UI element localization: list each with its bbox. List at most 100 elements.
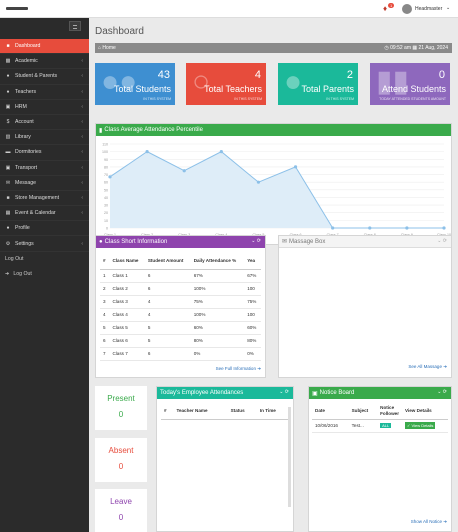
avatar[interactable] <box>402 4 412 14</box>
sidebar-item-label: Dormitories <box>15 149 42 156</box>
sidebar-item-store-management[interactable]: ■ Store Management ‹ <box>0 191 89 207</box>
breadcrumb-home[interactable]: ⌂ Home <box>98 45 116 51</box>
panel-title: Class Average Attendance Percentile <box>104 127 203 133</box>
sidebar-item-event-calendar[interactable]: ▦ Event & Calendar ‹ <box>0 206 89 222</box>
chevron-icon: ‹ <box>81 179 83 186</box>
sidebar-item-teachers[interactable]: ● Teachers ‹ <box>0 85 89 100</box>
stat-total-teachers[interactable]: ○ 4 Total Teachers IN THIS SYSTEM <box>186 63 266 105</box>
table-cell: 67% <box>190 269 245 283</box>
table-cell: 6 <box>144 347 191 361</box>
chevron-down-icon[interactable]: ⌄ <box>446 5 451 11</box>
logout-icon: ➜ <box>5 271 10 278</box>
table-cell: 5 <box>144 321 191 335</box>
table-cell: 2 <box>100 282 110 296</box>
table-cell: 6 <box>144 282 191 296</box>
table-header-row: # Class Name Student Amount Daily Attend… <box>100 253 261 270</box>
library-icon: ▧ <box>5 134 11 141</box>
user-icon: ○ <box>192 65 211 98</box>
panel-header: Today's Employee Attendances ⌄ ⟳ <box>157 387 293 399</box>
bar-chart-icon: ▮▮ <box>376 65 410 98</box>
panel-tools[interactable]: ⌄ ⟳ <box>437 389 447 395</box>
see-all-message-link[interactable]: See All Massage ➜ <box>408 364 447 370</box>
absent-counter: Absent 0 <box>95 438 147 482</box>
stat-attend-students[interactable]: ▮▮ 0 Attend Students TODAY ATTENDED STUD… <box>370 63 450 105</box>
column-header: Teacher Name <box>173 403 228 420</box>
bed-icon: ▬ <box>5 149 11 156</box>
table-row: 4 Class 4 4 100% 100 <box>100 308 261 322</box>
see-full-info-link[interactable]: See Full Information ➜ <box>216 366 261 372</box>
column-header: Date <box>312 403 349 420</box>
panel-tools[interactable]: ⌄ ⟳ <box>251 238 261 244</box>
user-icon: ● <box>6 88 10 95</box>
stat-total-students[interactable]: ●● 43 Total Students IN THIS SYSTEM <box>95 63 175 105</box>
sidebar-item-dormitories[interactable]: ▬ Dormitories ‹ <box>0 145 89 161</box>
table-cell: 4 <box>100 308 110 322</box>
table-cell: 67% <box>244 269 261 283</box>
table-cell: Class 5 <box>109 321 145 335</box>
clipboard-icon: ▣ <box>312 390 318 397</box>
y-tick-label: 10 <box>104 219 108 223</box>
stat-value: 0 <box>438 69 445 81</box>
sidebar-item-hrm[interactable]: ▣ HRM ‹ <box>0 100 89 115</box>
stat-sub: IN THIS SYSTEM <box>143 97 171 101</box>
panel-tools[interactable]: ⌄ ⟳ <box>279 389 289 395</box>
calendar-icon: ▦ <box>5 210 11 217</box>
chevron-icon: ‹ <box>81 240 83 247</box>
y-tick-label: 0 <box>106 227 108 231</box>
sidebar-item-message[interactable]: ✉ Message ‹ <box>0 176 89 191</box>
stat-total-parents[interactable]: ● 2 Total Parents IN THIS SYSTEM <box>278 63 358 105</box>
stat-value: 2 <box>346 69 353 81</box>
stat-sub: IN THIS SYSTEM <box>326 97 354 101</box>
table-cell: 80% <box>190 334 245 348</box>
column-header: Subject <box>348 403 378 420</box>
counter-value: 0 <box>118 462 124 471</box>
sidebar-item-logout[interactable]: ➜ Log Out <box>0 267 89 282</box>
calendar-icon: ▦ <box>411 45 419 51</box>
sidebar-item-label: Dashboard <box>15 43 41 50</box>
main-content: Dashboard ⌂ Home ◷ 09:52 am ▦ 21 Aug, 20… <box>89 18 458 532</box>
class-table-wrap: # Class Name Student Amount Daily Attend… <box>96 248 265 361</box>
sidebar-logout-text[interactable]: Log Out <box>5 256 24 263</box>
series-area <box>110 151 444 228</box>
scrollbar[interactable] <box>288 407 291 507</box>
column-header: Student Amount <box>144 253 191 270</box>
panel-title: Class Short Information <box>104 239 168 245</box>
link-label: Show All Notice <box>410 519 442 524</box>
panel-header: ● Class Short Information ⌄ ⟳ <box>96 236 265 248</box>
notice-date: 10/06/2016 <box>312 419 349 433</box>
y-tick-label: 100 <box>102 150 108 154</box>
show-all-notice-link[interactable]: Show All Notice ➜ <box>411 519 447 525</box>
sidebar-toggle-icon[interactable] <box>69 21 81 31</box>
chevron-icon: ‹ <box>81 134 83 141</box>
table-cell: 75% <box>244 295 261 309</box>
sidebar-item-account[interactable]: $ Account ‹ <box>0 115 89 131</box>
breadcrumb-home-label: Home <box>102 45 116 51</box>
breadcrumb: ⌂ Home ◷ 09:52 am ▦ 21 Aug, 2024 <box>95 43 452 53</box>
user-name[interactable]: Headmaster <box>415 6 443 12</box>
table-row: 10/06/2016 Test... ALL ✓ View Details <box>312 419 448 433</box>
sidebar-item-student-parents[interactable]: ● Student & Parents ‹ <box>0 69 89 85</box>
sidebar-item-dashboard[interactable]: ■ Dashboard <box>0 39 89 55</box>
employee-table-wrap: # Teacher Name Status In Time <box>157 399 293 420</box>
sidebar-item-transport[interactable]: ▣ Transport ‹ <box>0 161 89 176</box>
view-details-button[interactable]: ✓ View Details <box>405 422 436 429</box>
data-point <box>405 226 409 230</box>
panel-header: ▣ Notice Board ⌄ ⟳ <box>309 387 451 399</box>
counter-value: 0 <box>118 513 124 522</box>
logo[interactable] <box>6 7 28 10</box>
sidebar-item-settings[interactable]: ⚙ Settings ‹ <box>0 236 89 252</box>
chevron-icon: ‹ <box>81 58 83 65</box>
envelope-icon: ✉ <box>282 239 288 245</box>
view-details-cell: ✓ View Details <box>402 419 448 433</box>
sidebar-item-academic[interactable]: ▩ Academic ‹ <box>0 54 89 70</box>
panel-tools[interactable]: ⌄ ⟳ <box>437 238 447 244</box>
column-header: # <box>161 403 174 420</box>
sidebar-item-library[interactable]: ▧ Library ‹ <box>0 130 89 146</box>
sidebar-item-label: Student & Parents <box>15 73 58 80</box>
stat-label: Total Students <box>113 84 171 94</box>
sidebar-item-profile[interactable]: ● Profile <box>0 221 89 237</box>
sidebar-item-label: Message <box>15 179 37 186</box>
table-cell: 75% <box>190 295 245 309</box>
bell-icon[interactable]: ♦ <box>383 4 388 13</box>
counter-label: Absent <box>108 446 134 455</box>
